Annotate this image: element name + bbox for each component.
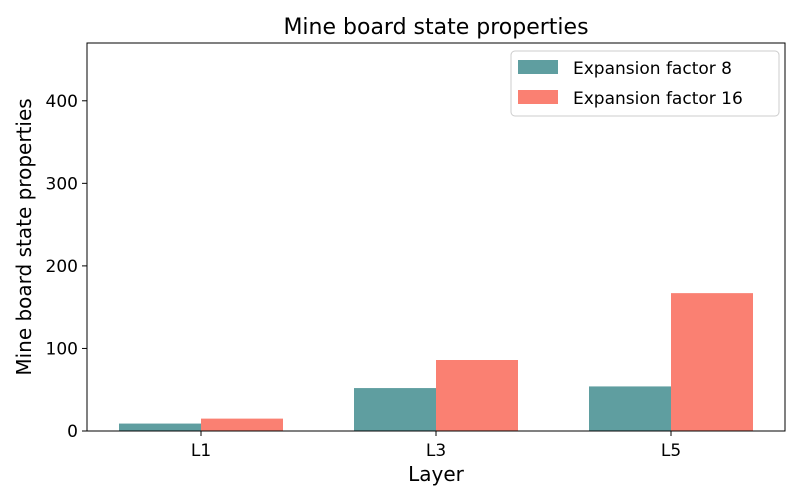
legend: Expansion factor 8 Expansion factor 16 <box>510 50 780 117</box>
legend-label: Expansion factor 8 <box>573 59 732 79</box>
y-tick-label: 200 <box>46 257 78 277</box>
bars <box>119 293 753 431</box>
legend-swatch <box>518 60 558 74</box>
bar-l5-series-2 <box>671 293 753 431</box>
x-tick-label: L1 <box>191 441 211 461</box>
chart-title: Mine board state properties <box>283 15 588 40</box>
y-axis-label: Mine board state properties <box>12 98 36 375</box>
y-tick-label: 300 <box>46 174 78 194</box>
legend-label: Expansion factor 16 <box>573 89 743 109</box>
y-tick-label: 100 <box>46 339 78 359</box>
bar-l3-series-1 <box>354 388 436 431</box>
legend-box <box>510 50 780 117</box>
x-tick-label: L5 <box>661 441 681 461</box>
axis-ticks: 0 100 200 300 400 L1 L3 L5 <box>46 92 682 461</box>
y-tick-label: 0 <box>67 422 78 442</box>
bar-l5-series-1 <box>589 386 671 431</box>
plot-frame <box>86 42 786 432</box>
x-axis-label: Layer <box>408 462 465 486</box>
bar-l3-series-2 <box>436 360 518 431</box>
y-tick-label: 400 <box>46 92 78 112</box>
x-tick-label: L3 <box>426 441 446 461</box>
bar-l1-series-1 <box>119 423 201 431</box>
bar-l1-series-2 <box>201 418 283 431</box>
legend-swatch <box>518 90 558 104</box>
